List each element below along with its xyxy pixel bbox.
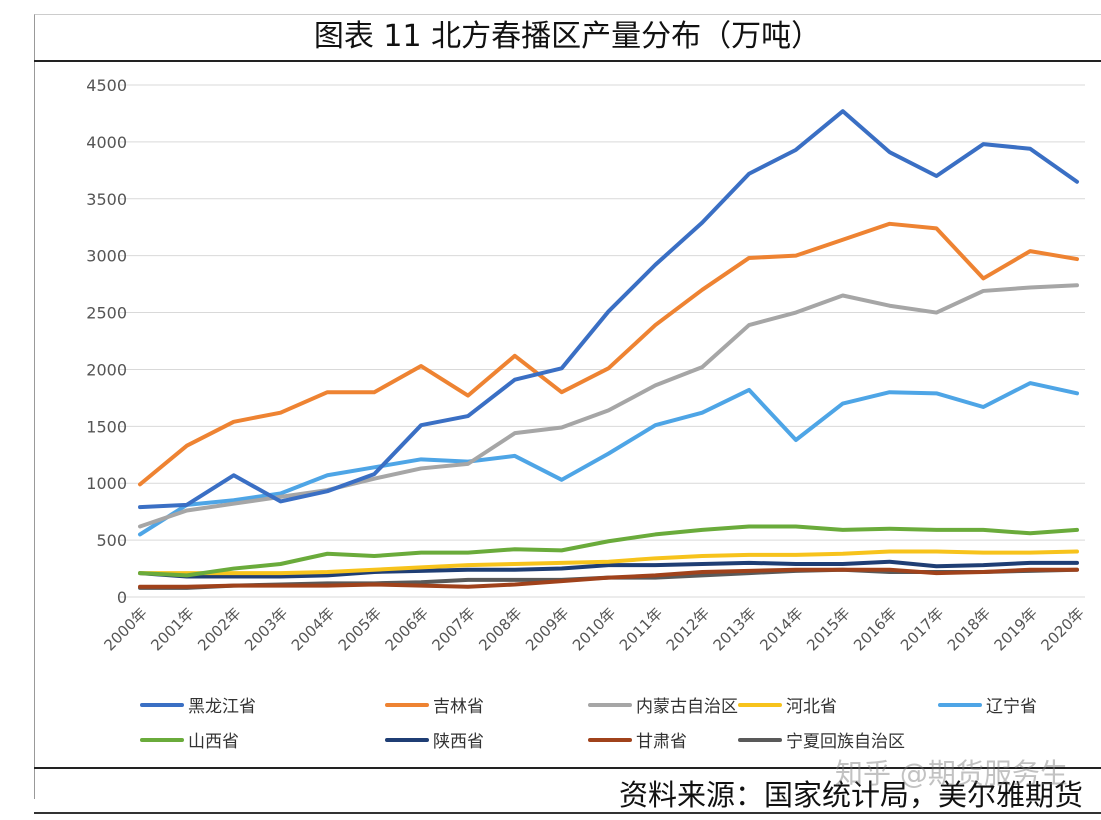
x-tick-label: 2012年 (663, 604, 713, 654)
series-line (138, 283, 1079, 529)
x-tick-label: 2014年 (756, 604, 806, 654)
legend-item: 山西省 (140, 727, 239, 752)
legend-item: 辽宁省 (938, 692, 1037, 717)
x-tick-label: 2000年 (100, 604, 150, 654)
legend-item: 吉林省 (385, 692, 484, 717)
watermark: 知乎 @期货服务生 (835, 757, 1068, 790)
y-tick-label: 500 (96, 531, 127, 550)
legend-item: 陕西省 (385, 727, 484, 752)
legend-swatch (140, 702, 184, 707)
y-tick-label: 0 (117, 588, 127, 607)
x-tick-label: 2019年 (991, 604, 1041, 654)
x-tick-label: 2003年 (241, 604, 291, 654)
x-tick-label: 2007年 (428, 604, 478, 654)
y-tick-label: 1500 (86, 417, 127, 436)
series-4 (138, 381, 1079, 537)
y-tick-label: 1000 (86, 474, 127, 493)
x-tick-label: 2008年 (475, 604, 525, 654)
x-tick-label: 2010年 (569, 604, 619, 654)
x-tick-label: 2011年 (616, 604, 666, 654)
series-line (138, 109, 1079, 510)
y-tick-label: 3000 (86, 247, 127, 266)
series-0 (138, 109, 1079, 510)
legend-swatch (588, 702, 632, 707)
legend-item: 黑龙江省 (140, 692, 256, 717)
series-3 (138, 549, 1079, 576)
legend-swatch (738, 702, 782, 707)
series-2 (138, 283, 1079, 529)
legend-swatch (938, 702, 982, 707)
x-tick-label: 2013年 (710, 604, 760, 654)
legend-label: 陕西省 (433, 732, 484, 752)
x-tick-label: 2005年 (335, 604, 385, 654)
legend-label: 山西省 (188, 732, 239, 752)
legend-label: 内蒙古自治区 (636, 697, 738, 717)
legend-label: 吉林省 (433, 697, 484, 717)
chart-title: 图表 11 北方春播区产量分布（万吨） (34, 14, 1101, 62)
legend-item: 甘肃省 (588, 727, 687, 752)
series-1 (138, 221, 1079, 487)
legend-swatch (588, 737, 632, 742)
y-tick-label: 2500 (86, 304, 127, 323)
series-line (138, 381, 1079, 537)
x-tick-label: 2016年 (850, 604, 900, 654)
divider (34, 767, 1101, 769)
x-tick-label: 2001年 (147, 604, 197, 654)
series-line (138, 221, 1079, 487)
legend-item: 宁夏回族自治区 (738, 727, 905, 752)
x-tick-label: 2018年 (944, 604, 994, 654)
legend-label: 甘肃省 (636, 732, 687, 752)
y-tick-label: 4000 (86, 133, 127, 152)
series-7 (138, 567, 1079, 589)
legend-label: 宁夏回族自治区 (786, 732, 905, 752)
series-5 (138, 524, 1079, 578)
legend-swatch (385, 737, 429, 742)
legend-label: 河北省 (786, 697, 837, 717)
x-tick-label: 2002年 (194, 604, 244, 654)
x-tick-label: 2006年 (382, 604, 432, 654)
y-tick-label: 4500 (86, 76, 127, 95)
legend-swatch (140, 737, 184, 742)
legend-item: 内蒙古自治区 (588, 692, 738, 717)
y-tick-label: 2000 (86, 360, 127, 379)
legend-label: 黑龙江省 (188, 697, 256, 717)
source-note: 资料来源：国家统计局，美尔雅期货 (618, 778, 1083, 812)
x-tick-label: 2020年 (1037, 604, 1087, 654)
x-tick-label: 2015年 (803, 604, 853, 654)
x-tick-label: 2017年 (897, 604, 947, 654)
divider (34, 812, 1101, 814)
legend-label: 辽宁省 (986, 697, 1037, 717)
x-tick-label: 2004年 (288, 604, 338, 654)
chart-frame (34, 14, 1101, 799)
legend-item: 河北省 (738, 692, 837, 717)
y-tick-label: 3500 (86, 190, 127, 209)
legend-swatch (738, 737, 782, 742)
legend-swatch (385, 702, 429, 707)
x-tick-label: 2009年 (522, 604, 572, 654)
series-6 (138, 559, 1079, 579)
